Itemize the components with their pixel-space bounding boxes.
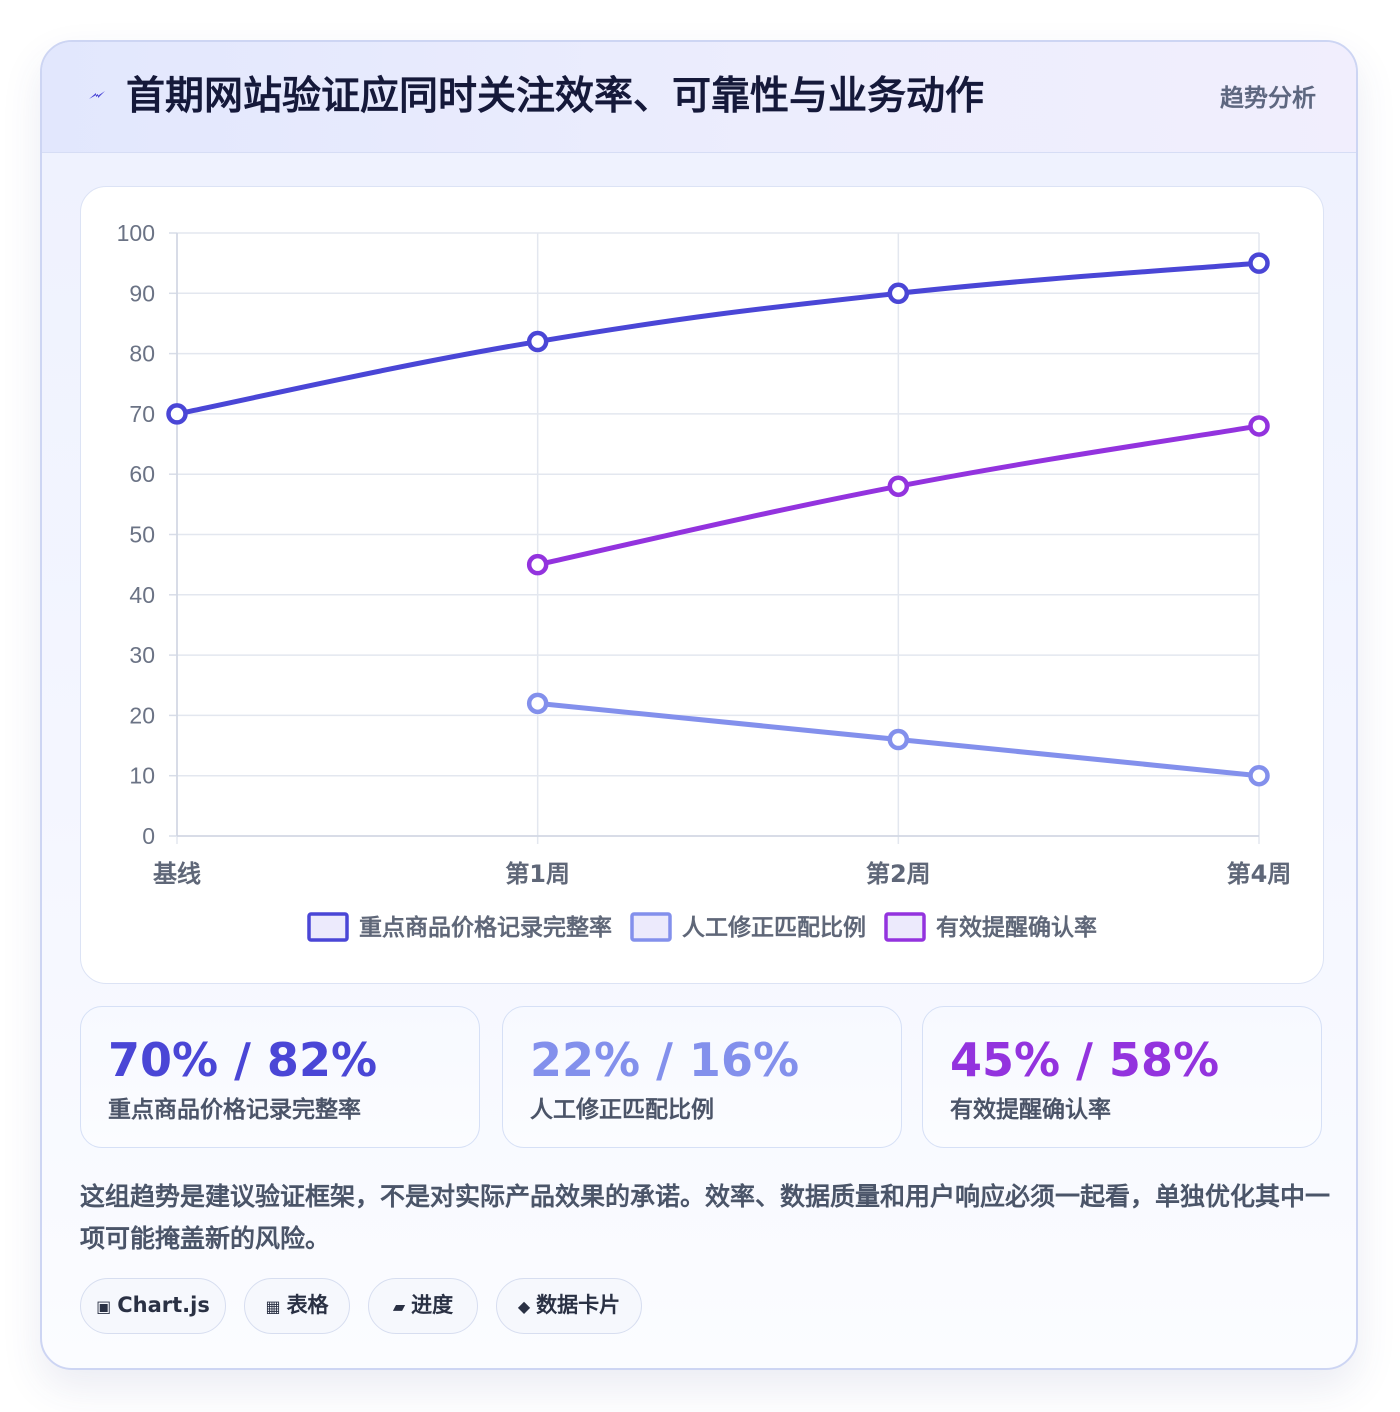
y-tick-label: 70 xyxy=(129,401,155,427)
data-point xyxy=(887,728,910,751)
chart-icon: ▣ xyxy=(96,1297,112,1316)
y-tick-label: 50 xyxy=(129,522,155,548)
y-tick-label: 60 xyxy=(129,461,155,487)
diamond-icon: ◆ xyxy=(517,1297,531,1316)
chart-panel: 0 10 20 30 40 50 60 70 80 90 100 基线 第1周 第2周 第4周重点商品价格记… xyxy=(80,186,1324,984)
progress-icon: ▰ xyxy=(392,1297,406,1316)
legend-swatch xyxy=(630,912,672,942)
line-chart: 0 10 20 30 40 50 60 70 80 90 100 基线 第1周 第2周 第4周重点商品价格记… xyxy=(117,220,1292,942)
chip-chartjs[interactable]: ▣ Chart.js xyxy=(80,1278,226,1334)
card-header: 首期网站验证应同时关注效率、可靠性与业务动作 趋势分析 xyxy=(42,42,1356,153)
data-point xyxy=(526,553,549,576)
chip-progress[interactable]: ▰ 进度 xyxy=(368,1278,478,1334)
stat-card-manual-correction: 22% / 16% 人工修正匹配比例 xyxy=(502,1006,902,1148)
lightning-icon xyxy=(89,91,105,99)
legend-swatch xyxy=(884,912,926,942)
series-line xyxy=(174,260,1262,417)
data-point xyxy=(526,692,549,715)
x-tick-label: 基线 xyxy=(153,860,201,888)
stat-value: 45% / 58% xyxy=(950,1033,1220,1087)
y-tick-label: 20 xyxy=(129,702,155,728)
y-tick-label: 40 xyxy=(129,582,155,608)
x-tick-label: 第2周 xyxy=(866,860,931,888)
legend-swatch xyxy=(307,912,349,942)
page-title: 首期网站验证应同时关注效率、可靠性与业务动作 xyxy=(126,74,985,119)
stat-value: 22% / 16% xyxy=(530,1033,800,1087)
y-tick-label: 100 xyxy=(117,220,155,246)
stat-card-completeness: 70% / 82% 重点商品价格记录完整率 xyxy=(80,1006,480,1148)
legend-label: 重点商品价格记录完整率 xyxy=(359,914,612,941)
stat-label: 有效提醒确认率 xyxy=(950,1097,1111,1123)
legend-label: 有效提醒确认率 xyxy=(936,914,1097,941)
stat-value: 70% / 82% xyxy=(108,1033,378,1087)
chip-label: 数据卡片 xyxy=(536,1293,621,1317)
data-point xyxy=(166,403,188,425)
section-tag: 趋势分析 xyxy=(1220,84,1316,112)
trend-card: 首期网站验证应同时关注效率、可靠性与业务动作 趋势分析 0 10 20 30 40 50 6… xyxy=(40,40,1358,1370)
y-tick-label: 80 xyxy=(129,341,155,367)
table-icon: ▦ xyxy=(265,1297,281,1316)
x-tick-label: 第4周 xyxy=(1227,860,1292,888)
x-tick-label: 第1周 xyxy=(505,860,570,888)
y-tick-label: 30 xyxy=(129,642,155,668)
chip-data-card[interactable]: ◆ 数据卡片 xyxy=(496,1278,642,1334)
chip-label: 表格 xyxy=(286,1293,329,1317)
stat-label: 人工修正匹配比例 xyxy=(530,1097,714,1123)
chip-label: 进度 xyxy=(411,1293,454,1317)
y-tick-label: 90 xyxy=(129,280,155,306)
y-tick-label: 10 xyxy=(129,763,155,789)
data-point xyxy=(887,475,910,498)
data-point xyxy=(1248,415,1270,437)
data-point xyxy=(1248,764,1270,787)
data-point xyxy=(1248,252,1270,274)
chip-table[interactable]: ▦ 表格 xyxy=(244,1278,350,1334)
y-tick-label: 0 xyxy=(142,823,155,849)
legend-label: 人工修正匹配比例 xyxy=(682,914,866,941)
stat-cards: 70% / 82% 重点商品价格记录完整率 22% / 16% 人工修正匹配比例… xyxy=(80,1006,1324,1150)
data-point xyxy=(887,282,910,305)
stat-card-alert-confirm: 45% / 58% 有效提醒确认率 xyxy=(922,1006,1322,1148)
chip-label: Chart.js xyxy=(117,1293,210,1317)
data-point xyxy=(526,330,549,353)
disclaimer-note: 这组趋势是建议验证框架，不是对实际产品效果的承诺。效率、数据质量和用户响应必须一… xyxy=(80,1182,1331,1253)
stat-label: 重点商品价格记录完整率 xyxy=(108,1097,361,1123)
